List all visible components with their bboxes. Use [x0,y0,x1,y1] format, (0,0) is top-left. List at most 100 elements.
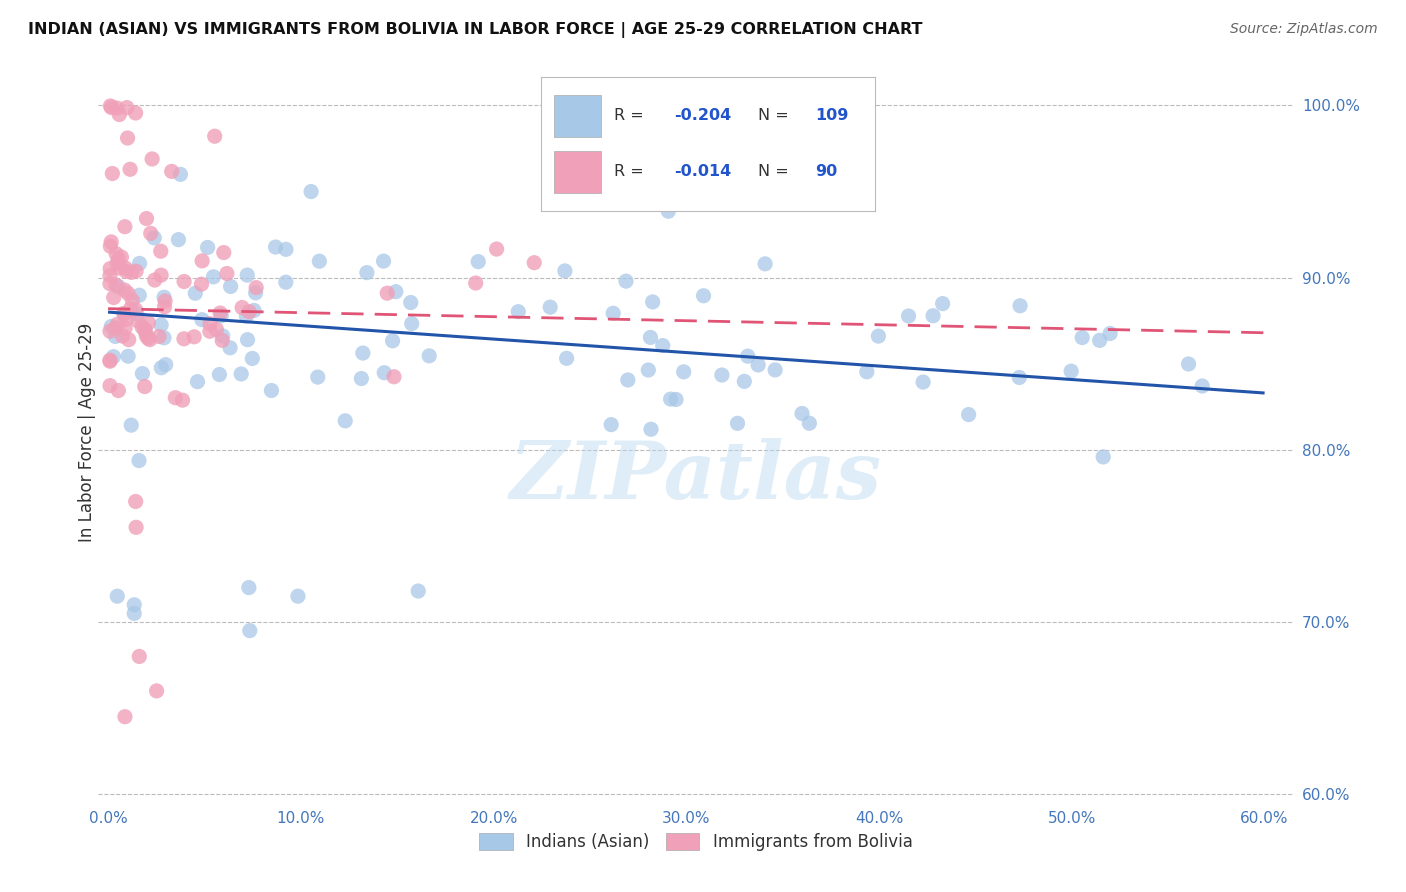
Point [107,317,129,331]
Point [399,295,422,310]
Point [352,346,374,360]
Legend: Indians (Asian), Immigrants from Bolivia: Indians (Asian), Immigrants from Bolivia [472,826,920,857]
Text: Source: ZipAtlas.com: Source: ZipAtlas.com [1230,22,1378,37]
Point [418,349,440,363]
Point [868,329,890,343]
Point [640,422,662,436]
Point [153,294,176,309]
Point [219,279,242,293]
Point [1099,326,1122,341]
Point [651,338,673,352]
Point [115,312,138,326]
Point [104,329,127,343]
Point [100,99,122,113]
Point [467,254,489,268]
Point [100,235,122,249]
Point [191,253,214,268]
Y-axis label: In Labor Force | Age 25-29: In Labor Force | Age 25-29 [79,323,96,542]
Point [799,416,821,430]
Point [115,101,138,115]
Point [112,307,135,321]
Point [138,316,160,330]
Point [105,256,128,270]
Point [464,276,486,290]
Point [131,367,153,381]
Point [243,303,266,318]
Point [165,391,187,405]
Point [143,231,166,245]
Point [98,261,121,276]
Point [1177,357,1199,371]
Point [100,101,122,115]
Point [173,332,195,346]
Point [128,649,150,664]
Point [1071,330,1094,344]
Point [596,189,619,203]
Point [105,101,128,115]
Point [308,254,330,268]
Point [153,331,176,345]
Point [98,268,121,283]
Point [381,334,404,348]
Point [1010,299,1032,313]
Point [202,269,225,284]
Point [105,246,128,260]
Point [555,351,578,366]
Point [115,264,138,278]
Point [198,324,221,338]
Point [208,368,231,382]
Point [134,322,156,336]
Point [114,321,136,335]
Point [897,309,920,323]
Point [931,296,953,310]
Point [1060,364,1083,378]
Point [114,261,136,276]
Point [100,319,122,334]
Point [150,360,173,375]
Point [640,330,662,344]
Point [733,375,755,389]
Point [373,254,395,268]
Point [149,244,172,259]
Point [173,275,195,289]
Point [135,329,157,343]
Point [538,300,561,314]
Point [169,167,191,181]
Point [127,314,149,328]
Point [114,283,136,297]
Point [107,252,129,266]
Point [922,309,945,323]
Point [335,414,357,428]
Point [375,286,398,301]
Point [141,152,163,166]
Point [108,107,131,121]
Point [183,330,205,344]
Point [120,418,142,433]
Point [763,363,786,377]
Point [167,233,190,247]
Point [204,129,226,144]
Point [231,367,253,381]
Point [98,378,121,392]
Point [186,375,208,389]
Point [236,268,259,282]
Point [114,709,136,723]
Point [148,329,170,343]
Point [1088,334,1111,348]
Point [125,307,148,321]
Point [485,242,508,256]
Point [1008,370,1031,384]
Point [98,353,121,368]
Point [614,274,637,288]
Point [287,589,309,603]
Point [657,204,679,219]
Point [153,300,176,314]
Point [209,306,232,320]
Point [602,306,624,320]
Point [912,375,935,389]
Point [135,211,157,226]
Point [1092,450,1115,464]
Point [692,289,714,303]
Point [155,358,177,372]
Point [104,321,127,335]
